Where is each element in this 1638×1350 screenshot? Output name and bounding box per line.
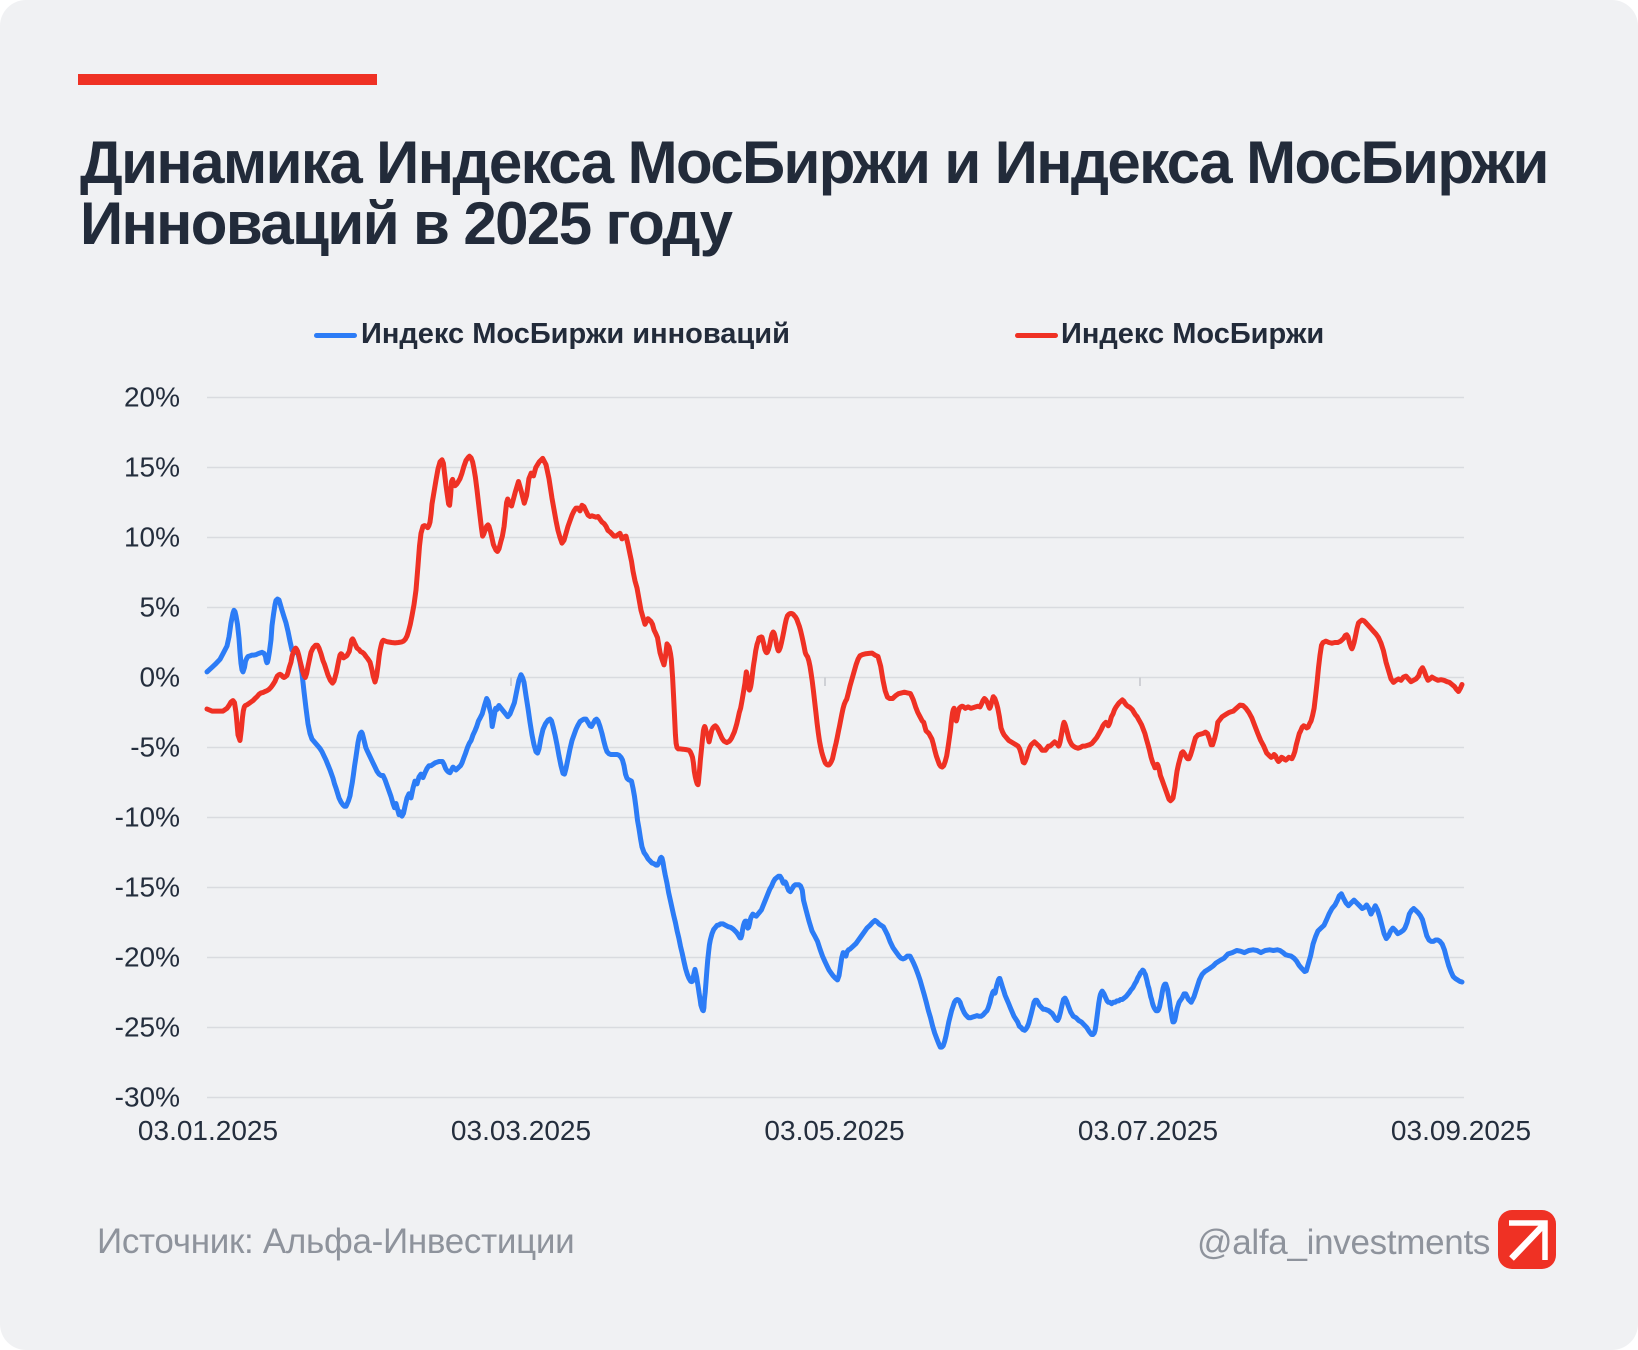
svg-text:-15%: -15% bbox=[115, 872, 180, 903]
svg-text:0%: 0% bbox=[140, 662, 180, 693]
svg-text:-10%: -10% bbox=[115, 802, 180, 833]
svg-text:03.01.2025: 03.01.2025 bbox=[138, 1115, 278, 1146]
svg-text:-30%: -30% bbox=[115, 1082, 180, 1113]
svg-text:15%: 15% bbox=[124, 452, 180, 483]
svg-text:-25%: -25% bbox=[115, 1012, 180, 1043]
svg-text:20%: 20% bbox=[124, 382, 180, 413]
svg-text:03.07.2025: 03.07.2025 bbox=[1078, 1115, 1218, 1146]
svg-text:-20%: -20% bbox=[115, 942, 180, 973]
svg-text:03.05.2025: 03.05.2025 bbox=[764, 1115, 904, 1146]
svg-text:03.03.2025: 03.03.2025 bbox=[451, 1115, 591, 1146]
svg-text:03.09.2025: 03.09.2025 bbox=[1391, 1115, 1531, 1146]
svg-text:-5%: -5% bbox=[130, 732, 180, 763]
svg-text:5%: 5% bbox=[140, 592, 180, 623]
svg-text:10%: 10% bbox=[124, 522, 180, 553]
